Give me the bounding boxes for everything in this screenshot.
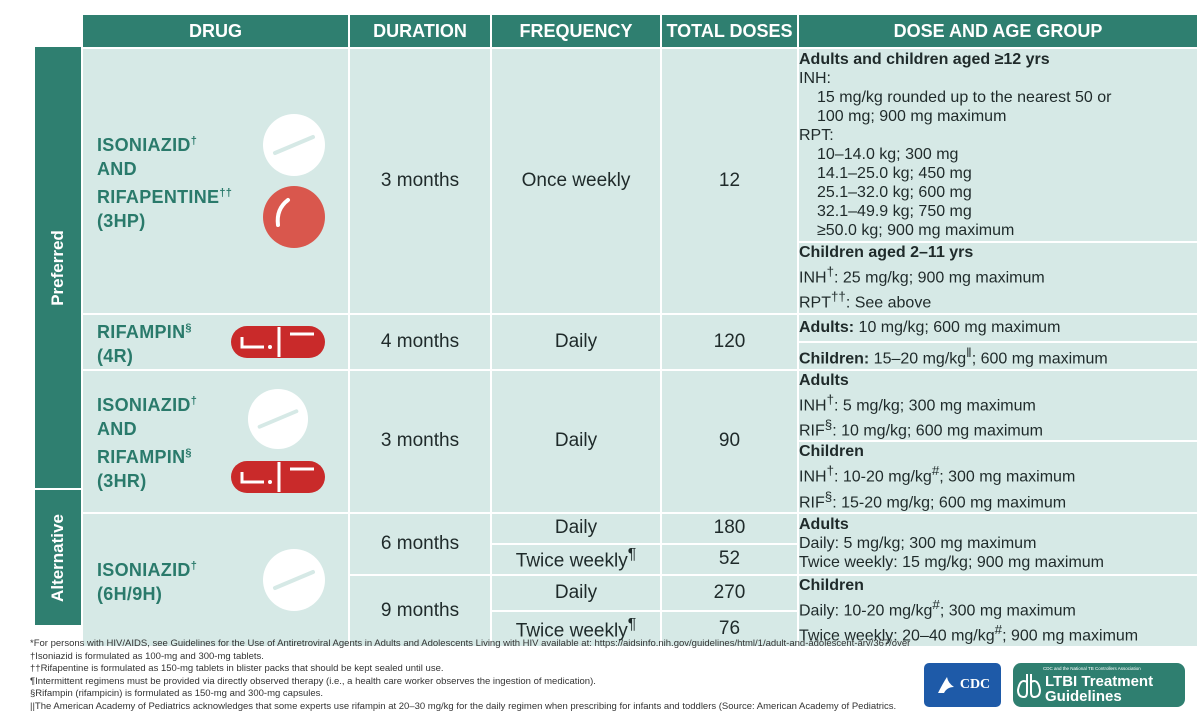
ltbi-regimen-table: DRUG DURATION FREQUENCY TOTAL DOSES DOSE… xyxy=(81,13,1199,648)
footnote-aap: ||The American Academy of Pediatrics ack… xyxy=(30,700,897,712)
drug-3hr-name: ISONIAZID† AND RIFAMPIN§ (3HR) xyxy=(97,395,198,492)
dose-3hr-children: Children INH†: 10-20 mg/kg#; 300 mg maxi… xyxy=(797,440,1199,514)
header-total-doses: TOTAL DOSES xyxy=(660,13,799,49)
drug-3hp-name: ISONIAZID† AND RIFAPENTINE†† (3HP) xyxy=(97,134,233,231)
table-row: ISONIAZID† AND RIFAPENTINE†† (3HP) xyxy=(81,47,1199,315)
group-alternative: Alternative xyxy=(35,490,81,625)
frequency-3hr: Daily xyxy=(490,368,662,514)
table-row: Children INH†: 10-20 mg/kg#; 300 mg maxi… xyxy=(82,440,1199,514)
dose-6h9h-adults: Adults Daily: 5 mg/kg; 300 mg maximum Tw… xyxy=(797,511,1199,576)
ltbi-title: LTBI Treatment Guidelines xyxy=(1045,673,1154,705)
table-row: ISONIAZID† AND RIFAMPIN§ (3HR) xyxy=(81,368,1199,514)
frequency-4r: Daily xyxy=(490,312,662,371)
footnotes: *For persons with HIV/AIDS, see Guidelin… xyxy=(30,638,910,714)
footnote-rifampin: §Rifampin (rifampicin) is formulated as … xyxy=(30,688,324,700)
header-row: DRUG DURATION FREQUENCY TOTAL DOSES DOSE… xyxy=(81,13,1199,49)
ltbi-subtitle: CDC and the National TB Controllers Asso… xyxy=(1043,666,1141,671)
lungs-icon xyxy=(1016,674,1042,699)
table-row: Children: 15–20 mg/kg‖; 600 mg maximum xyxy=(82,340,1199,371)
red-tablet-icon xyxy=(263,185,325,248)
frequency-9h-daily: Daily xyxy=(490,573,662,612)
red-capsule-icon xyxy=(231,325,325,358)
duration-3hr: 3 months xyxy=(348,368,492,514)
group-preferred: Preferred xyxy=(35,47,81,488)
footnote-isoniazid: †Isoniazid is formulated as 100-mg and 3… xyxy=(30,650,264,662)
frequency-6h-twice: Twice weekly¶ xyxy=(490,542,662,576)
doses-6h-daily: 180 xyxy=(660,511,799,545)
footnote-hiv: *For persons with HIV/AIDS, see Guidelin… xyxy=(30,638,910,649)
table-row: 9 months Daily 270 Children Daily: 10-20… xyxy=(82,573,1199,648)
dose-3hp-children: Children aged 2–11 yrs INH†: 25 mg/kg; 9… xyxy=(797,241,1199,315)
drug-3hr-cell: ISONIAZID† AND RIFAMPIN§ (3HR) xyxy=(81,368,350,514)
frequency-6h-daily: Daily xyxy=(490,511,662,545)
dose-4r-adults: Adults: 10 mg/kg; 600 mg maximum xyxy=(797,312,1199,343)
frequency-3hp: Once weekly xyxy=(490,47,662,315)
white-tablet-icon xyxy=(247,389,309,450)
table-row: RIFAMPIN§ (4R) 4 months Daily 120 Ad xyxy=(81,312,1199,371)
duration-3hp: 3 months xyxy=(348,47,492,315)
hhs-eagle-icon xyxy=(937,677,954,693)
table-row: Twice weekly¶ 52 xyxy=(82,542,1198,576)
table-row: Children aged 2–11 yrs INH†: 25 mg/kg; 9… xyxy=(82,241,1199,315)
footnote-rifapentine: ††Rifapentine is formulated as 150-mg ta… xyxy=(30,663,444,675)
doses-4r: 120 xyxy=(660,312,799,371)
header-dose-age: DOSE AND AGE GROUP xyxy=(797,13,1199,49)
header-drug: DRUG xyxy=(81,13,350,49)
doses-9h-daily: 270 xyxy=(660,573,799,612)
dose-4r-children: Children: 15–20 mg/kg‖; 600 mg maximum xyxy=(797,340,1199,371)
header-frequency: FREQUENCY xyxy=(490,13,662,49)
doses-3hr: 90 xyxy=(660,368,799,514)
table-row: Twice weekly¶ 76 xyxy=(82,609,1198,648)
ltbi-guidelines-logo: CDC and the National TB Controllers Asso… xyxy=(1013,663,1185,707)
table-row: ISONIAZID† (6H/9H) 6 months Daily 180 Ad… xyxy=(81,511,1199,648)
dose-6h9h-children: Children Daily: 10-20 mg/kg#; 300 mg max… xyxy=(797,573,1199,648)
duration-9h: 9 months xyxy=(348,573,492,648)
group-alternative-label: Alternative xyxy=(48,513,67,602)
cdc-logo: CDC xyxy=(924,663,1001,707)
header-duration: DURATION xyxy=(348,13,492,49)
red-capsule-icon xyxy=(231,461,325,494)
dose-3hp-adults: Adults and children aged ≥12 yrs INH: 15… xyxy=(797,47,1199,243)
doses-6h-twice: 52 xyxy=(660,542,799,576)
doses-3hp: 12 xyxy=(660,47,799,315)
white-tablet-icon xyxy=(263,113,325,176)
white-tablet-icon xyxy=(263,548,325,611)
duration-6h: 6 months xyxy=(348,511,492,576)
dose-3hr-adults: Adults INH†: 5 mg/kg; 300 mg maximum RIF… xyxy=(797,368,1199,443)
drug-6h9h-name: ISONIAZID† (6H/9H) xyxy=(97,559,198,604)
drug-4r-cell: RIFAMPIN§ (4R) xyxy=(81,312,350,371)
frequency-9h-twice: Twice weekly¶ xyxy=(490,609,662,648)
group-preferred-label: Preferred xyxy=(48,229,67,306)
footnote-intermittent: ¶Intermittent regimens must be provided … xyxy=(30,675,596,687)
drug-4r-name: RIFAMPIN§ (4R) xyxy=(97,321,192,366)
duration-4r: 4 months xyxy=(348,312,492,371)
doses-9h-twice: 76 xyxy=(660,609,799,648)
drug-6h9h-cell: ISONIAZID† (6H/9H) xyxy=(81,511,350,648)
drug-3hp-cell: ISONIAZID† AND RIFAPENTINE†† (3HP) xyxy=(81,47,350,315)
